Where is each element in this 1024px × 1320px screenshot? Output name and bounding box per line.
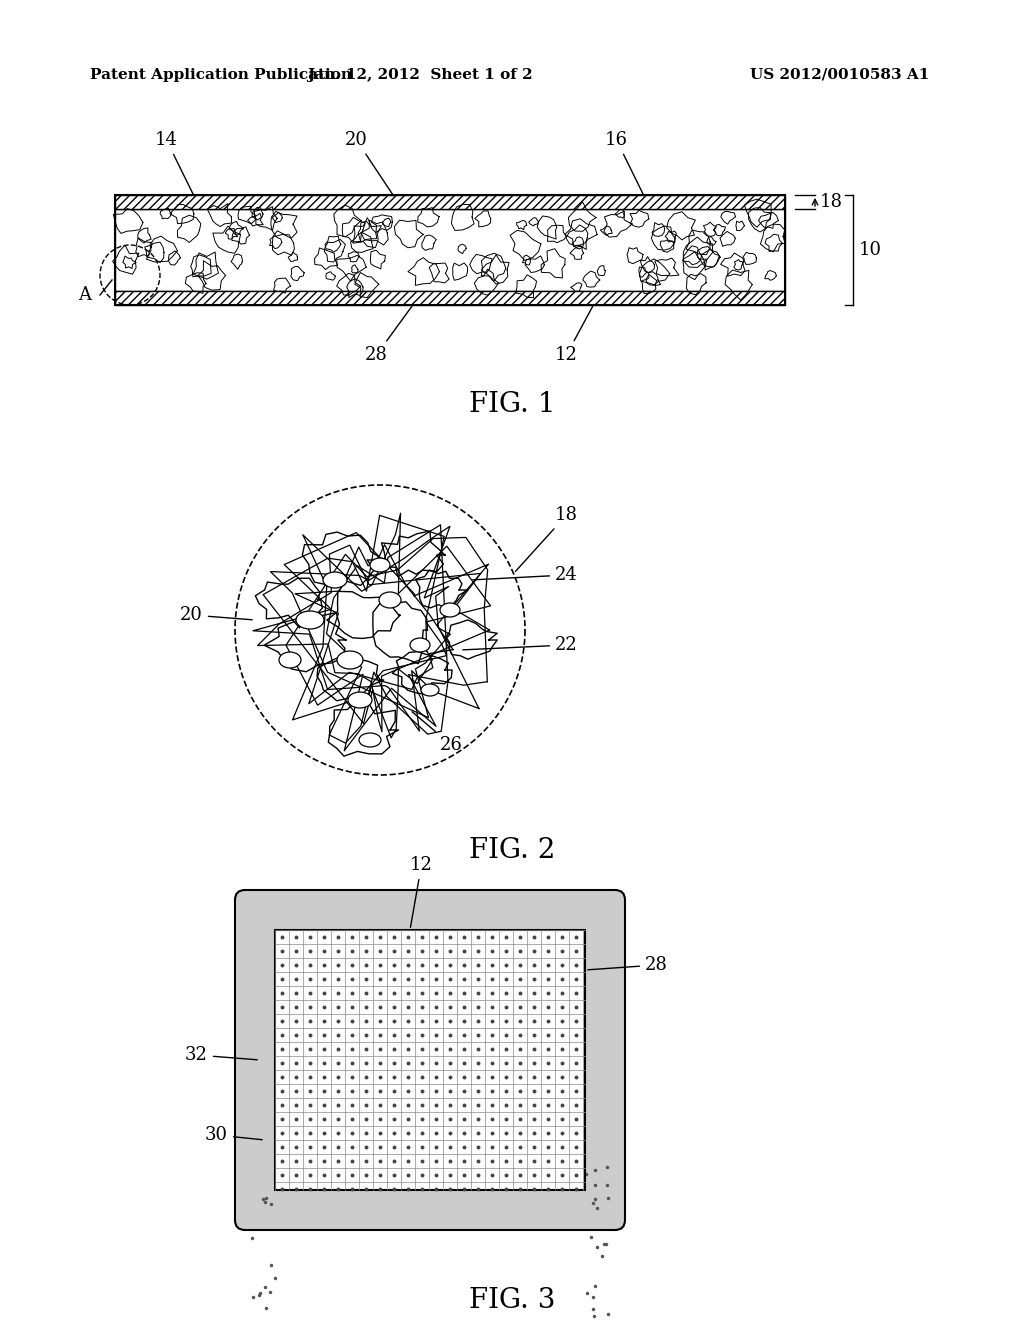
- Ellipse shape: [379, 591, 401, 609]
- Text: FIG. 3: FIG. 3: [469, 1287, 555, 1313]
- Text: 12: 12: [555, 305, 594, 364]
- Ellipse shape: [337, 651, 362, 669]
- Ellipse shape: [370, 558, 390, 572]
- Text: 18: 18: [820, 193, 843, 211]
- Text: 28: 28: [588, 956, 668, 974]
- Text: 20: 20: [345, 131, 393, 195]
- Text: 24: 24: [473, 566, 578, 583]
- Text: 20: 20: [180, 606, 252, 624]
- Ellipse shape: [348, 692, 372, 708]
- Text: 28: 28: [365, 304, 414, 364]
- Text: FIG. 1: FIG. 1: [469, 392, 555, 418]
- Text: 32: 32: [185, 1045, 257, 1064]
- Bar: [115, 195, 785, 305]
- FancyBboxPatch shape: [275, 931, 585, 1191]
- Text: 22: 22: [463, 636, 578, 653]
- Text: 10: 10: [859, 242, 882, 259]
- Text: Jan. 12, 2012  Sheet 1 of 2: Jan. 12, 2012 Sheet 1 of 2: [307, 69, 532, 82]
- Text: US 2012/0010583 A1: US 2012/0010583 A1: [750, 69, 930, 82]
- Ellipse shape: [323, 572, 347, 587]
- Text: 12: 12: [410, 855, 433, 927]
- FancyBboxPatch shape: [234, 890, 625, 1230]
- Ellipse shape: [410, 638, 430, 652]
- Text: 30: 30: [205, 1126, 262, 1144]
- Bar: [115, 290, 785, 305]
- Bar: [115, 195, 785, 209]
- Text: FIG. 2: FIG. 2: [469, 837, 555, 863]
- Text: 26: 26: [412, 711, 463, 754]
- Ellipse shape: [440, 603, 460, 616]
- Ellipse shape: [279, 652, 301, 668]
- Text: 18: 18: [515, 506, 578, 572]
- Ellipse shape: [421, 684, 439, 696]
- Bar: [115, 209, 785, 290]
- Ellipse shape: [359, 733, 381, 747]
- Ellipse shape: [296, 611, 324, 630]
- Text: 14: 14: [155, 131, 194, 195]
- Text: A: A: [79, 286, 91, 304]
- Text: Patent Application Publication: Patent Application Publication: [90, 69, 352, 82]
- Text: 16: 16: [605, 131, 644, 195]
